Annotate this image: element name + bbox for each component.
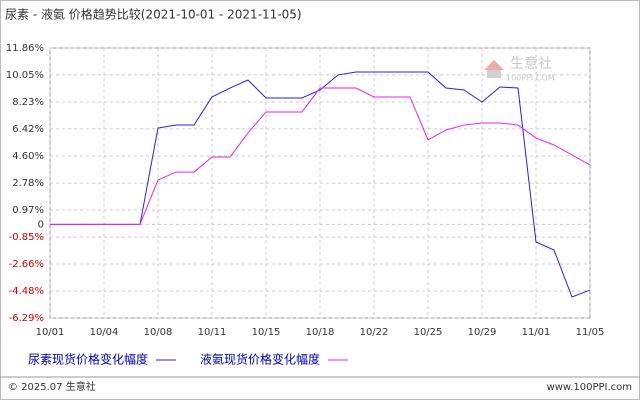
y-tick-label: 0.97% <box>12 205 44 216</box>
y-tick-label: 8.23% <box>12 97 44 108</box>
watermark-name: 生意社 <box>510 55 552 72</box>
x-tick-label: 10/11 <box>198 327 227 338</box>
footer-copyright: © 2025.07 生意社 <box>8 380 96 393</box>
x-tick-label: 11/01 <box>522 327 551 338</box>
y-tick-label: 0 <box>38 219 44 230</box>
y-tick-label: 4.60% <box>12 151 44 162</box>
series-line <box>50 87 591 225</box>
y-tick-label: 2.78% <box>12 178 44 189</box>
x-tick-label: 10/29 <box>468 327 497 338</box>
y-tick-label: -6.29% <box>9 313 44 324</box>
y-tick-label: -2.66% <box>9 259 44 270</box>
watermark-logo <box>484 60 504 70</box>
x-tick-label: 10/08 <box>144 327 173 338</box>
y-tick-label: -0.85% <box>9 232 44 243</box>
legend-label: 尿素现货价格变化幅度 <box>28 352 148 367</box>
x-tick-label: 10/22 <box>360 327 389 338</box>
x-tick-label: 10/18 <box>306 327 335 338</box>
watermark-site: 100PPI.COM <box>506 74 555 83</box>
x-tick-label: 10/04 <box>90 327 119 338</box>
y-tick-label: 6.42% <box>12 124 44 135</box>
watermark: 生意社 100PPI.COM <box>484 55 555 83</box>
x-tick-label: 10/15 <box>252 327 281 338</box>
chart-title: 尿素 - 液氨 价格趋势比较(2021-10-01 - 2021-11-05) <box>5 7 302 22</box>
x-tick-label: 11/05 <box>576 327 605 338</box>
legend-label: 液氨现货价格变化幅度 <box>200 352 320 367</box>
watermark-logo <box>487 70 501 78</box>
y-tick-label: -4.48% <box>9 286 44 297</box>
y-tick-label: 10.05% <box>6 70 44 81</box>
y-tick-label: 11.86% <box>6 43 44 54</box>
x-tick-label: 10/01 <box>36 327 65 338</box>
footer-site: www.100PPI.com <box>547 382 632 393</box>
x-tick-label: 10/25 <box>414 327 443 338</box>
